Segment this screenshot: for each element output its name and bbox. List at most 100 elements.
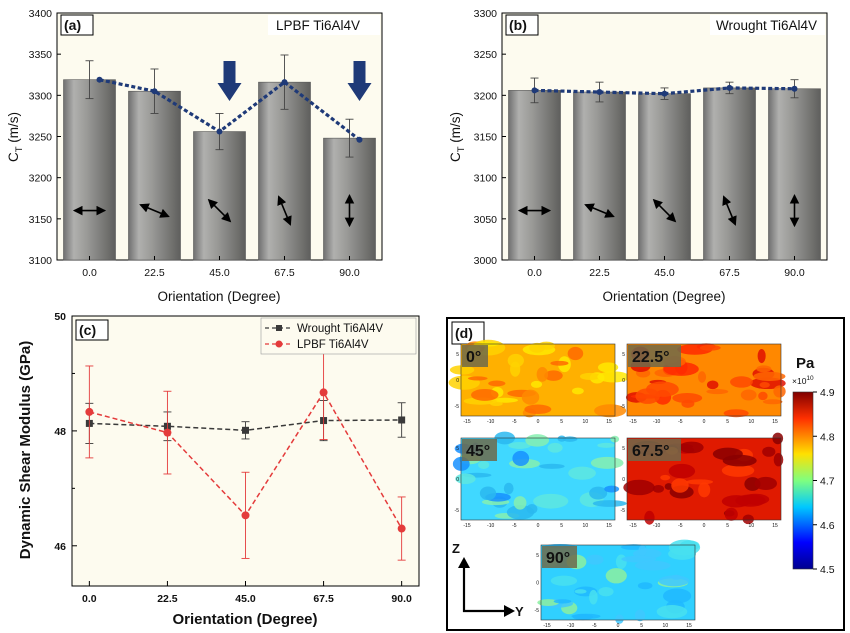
c-xtick-label: 90.0 xyxy=(391,593,412,605)
heatmap-xtick-label: -10 xyxy=(487,523,494,529)
heatmap-xtick-label: 0 xyxy=(537,523,540,529)
heatmap-blob xyxy=(521,389,540,405)
heatmap-xtick-label: 10 xyxy=(749,419,755,425)
heatmap-blob xyxy=(742,514,754,525)
y-axis-title-a: CT (m/s) xyxy=(6,112,25,162)
heatmap-xtick-label: -10 xyxy=(653,523,660,529)
heatmap-angle-label: 67.5° xyxy=(632,443,670,460)
chart-title-a: LPBF Ti6Al4V xyxy=(276,18,360,33)
heatmap-ytick-label: 0 xyxy=(456,477,459,483)
a-bar-0.0 xyxy=(63,79,116,261)
heatmap-xtick-label: 5 xyxy=(560,523,563,529)
b-ytick-label: 3250 xyxy=(474,49,498,61)
heatmap-blob xyxy=(671,478,689,493)
heatmap-xtick-label: 10 xyxy=(749,523,755,529)
heatmap-blob xyxy=(637,582,653,590)
heatmap-label-bg xyxy=(628,345,681,367)
heatmap-blob xyxy=(615,614,624,624)
panel-c: 46 48 50 0.0 22.5 45.0 67.5 90.0 (c) Wrought T… xyxy=(17,311,420,628)
c-xtick-label: 67.5 xyxy=(313,593,334,605)
b-ytick-label: 3200 xyxy=(474,90,498,102)
b-bar-22.5 xyxy=(573,91,626,261)
heatmap-blob xyxy=(664,483,673,490)
heatmap-blob xyxy=(557,435,567,442)
chart-title-b: Wrought Ti6Al4V xyxy=(716,18,817,33)
heatmap-blob xyxy=(658,575,690,587)
heatmap-blob xyxy=(544,370,563,381)
heatmap-ytick-label: 5 xyxy=(536,553,539,559)
heatmap-xtick-label: -10 xyxy=(487,419,494,425)
heatmap-blob xyxy=(539,463,565,469)
c-point-lpbf xyxy=(319,388,328,397)
heatmap-blob xyxy=(530,380,543,388)
heatmap-blob xyxy=(590,456,624,469)
b-orientation-arrow xyxy=(584,203,615,218)
heatmap-xtick-label: 5 xyxy=(640,623,643,629)
z-arrow-head xyxy=(458,557,470,568)
title-box-a xyxy=(268,15,380,35)
x-axis-title-a: Orientation (Degree) xyxy=(157,289,280,304)
colorbar-unit: Pa xyxy=(796,355,815,372)
colorbar-tick-label: 4.7 xyxy=(820,476,835,488)
heatmap-blob xyxy=(644,510,655,525)
c-ytick-label: 48 xyxy=(54,426,66,438)
a-bar-22.5 xyxy=(128,90,181,261)
heatmap-blob xyxy=(525,434,550,447)
heatmap-blob xyxy=(597,362,619,373)
heatmap-xtick-label: 15 xyxy=(772,419,778,425)
heatmap-blob xyxy=(524,404,552,415)
y-axis-c: 46 48 50 xyxy=(54,311,77,553)
heatmap-xtick-label: -15 xyxy=(543,623,550,629)
c-ytick-label: 50 xyxy=(54,311,66,323)
y-axis-a: 3100 3150 3200 3250 3300 3350 3400 xyxy=(29,8,61,267)
heatmap-blob xyxy=(449,365,475,375)
heatmap-blob xyxy=(652,484,665,493)
colorbar-exponent: ×1010 xyxy=(792,375,814,386)
heatmap-blob xyxy=(621,555,657,563)
heatmap-angle-label: 90° xyxy=(546,550,570,567)
heatmap-blob xyxy=(604,485,620,493)
heatmap-frame xyxy=(626,343,782,417)
bars-b xyxy=(508,77,821,261)
heatmap-blob xyxy=(507,353,524,368)
a-trend-point xyxy=(356,136,363,143)
heatmap-blob xyxy=(773,385,786,398)
heatmap-blob xyxy=(589,589,598,605)
panel-label-a: (a) xyxy=(64,17,81,33)
heatmap-blob xyxy=(754,476,778,491)
heatmap-ytick-label: 5 xyxy=(456,446,459,452)
heatmap-blob xyxy=(773,452,784,467)
heatmap-blob xyxy=(491,397,519,403)
heatmap-blob xyxy=(572,613,594,621)
heatmap-blob xyxy=(574,589,587,594)
heatmap-blob xyxy=(605,568,627,584)
heatmap-blob xyxy=(467,376,488,381)
legend-marker-wrought xyxy=(276,325,282,331)
heatmap-label-bg xyxy=(628,439,681,461)
a-ytick-label: 3350 xyxy=(29,49,53,61)
panel-label-c: (c) xyxy=(79,322,96,338)
b-bar-90.0 xyxy=(768,88,821,261)
a-ytick-label: 3250 xyxy=(29,132,53,144)
heatmap-blob xyxy=(634,560,671,571)
heatmap-blob xyxy=(668,463,696,479)
heatmap-blob xyxy=(488,380,506,387)
heatmap-blob xyxy=(756,365,772,373)
heatmap-ytick-label: 5 xyxy=(622,352,625,358)
heatmap-blob xyxy=(634,609,646,622)
a-orientation-arrow xyxy=(207,198,232,223)
y-axis-label: Y xyxy=(515,604,524,619)
heatmap-ytick-label: -5 xyxy=(621,508,626,514)
heatmap-ytick-label: -5 xyxy=(535,608,540,614)
b-trend-point xyxy=(726,84,733,91)
heatmap-blob xyxy=(597,442,616,448)
heatmap-xtick-label: 0 xyxy=(537,419,540,425)
x-axis-c: 0.0 22.5 45.0 67.5 90.0 xyxy=(82,581,412,605)
title-box-b xyxy=(710,15,825,35)
heatmap-xtick-label: 0 xyxy=(617,623,620,629)
x-axis-a: 0.0 22.5 45.0 67.5 90.0 xyxy=(82,256,360,279)
colorbar-ticks: 4.9 4.8 4.7 4.6 4.5 xyxy=(813,387,835,576)
b-xtick-label: 45.0 xyxy=(654,267,675,279)
heatmap-blob xyxy=(490,401,503,407)
heatmap-blob xyxy=(533,493,569,509)
